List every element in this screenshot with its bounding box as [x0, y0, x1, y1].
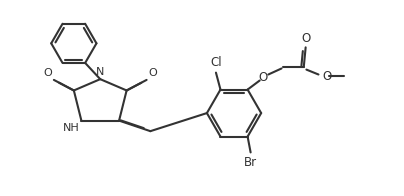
- Text: Cl: Cl: [210, 56, 222, 69]
- Text: N: N: [96, 67, 104, 77]
- Text: Br: Br: [244, 156, 257, 169]
- Text: O: O: [148, 68, 157, 78]
- Text: O: O: [259, 71, 268, 84]
- Text: O: O: [44, 68, 53, 78]
- Text: NH: NH: [63, 123, 80, 133]
- Text: O: O: [323, 70, 332, 83]
- Text: O: O: [301, 33, 310, 45]
